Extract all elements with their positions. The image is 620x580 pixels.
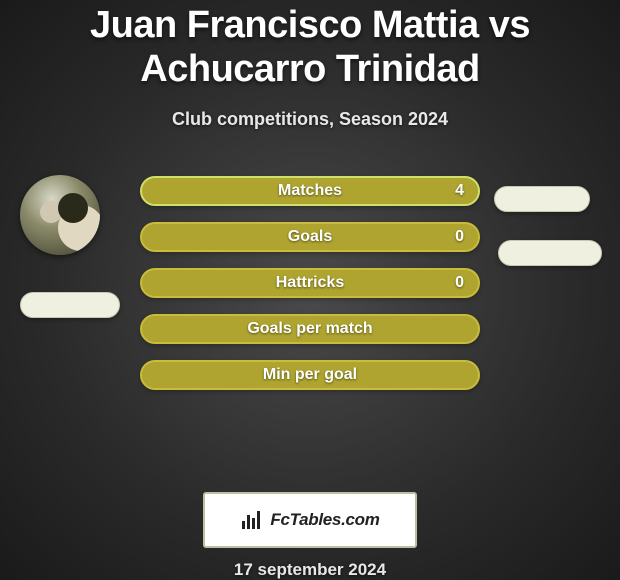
stat-value: 4 [455,182,464,200]
stat-bar: Goals per match [140,314,480,344]
stat-bar: Goals 0 [140,222,480,252]
stat-value: 0 [455,274,464,292]
blank-pill [498,240,602,266]
content-root: Juan Francisco Mattia vs Achucarro Trini… [0,0,620,580]
chart-icon [240,509,264,531]
stat-label: Min per goal [263,366,357,384]
stat-bar: Min per goal [140,360,480,390]
stat-label: Goals per match [247,320,372,338]
stat-label: Matches [278,182,342,200]
stat-bars: Matches 4 Goals 0 Hattricks 0 Goals per match M… [140,176,480,406]
comparison-chart: Matches 4 Goals 0 Hattricks 0 Goals per match M… [0,160,620,484]
stat-label: Hattricks [276,274,344,292]
logo-text: FcTables.com [270,510,379,530]
stat-bar: Matches 4 [140,176,480,206]
date-label: 17 september 2024 [234,560,386,580]
player-avatar [20,175,100,255]
stat-bar: Hattricks 0 [140,268,480,298]
fctables-logo: FcTables.com [203,492,417,548]
stat-label: Goals [288,228,332,246]
page-title: Juan Francisco Mattia vs Achucarro Trini… [0,4,620,91]
subtitle: Club competitions, Season 2024 [172,109,448,130]
stat-value: 0 [455,228,464,246]
blank-pill [494,186,590,212]
blank-pill [20,292,120,318]
